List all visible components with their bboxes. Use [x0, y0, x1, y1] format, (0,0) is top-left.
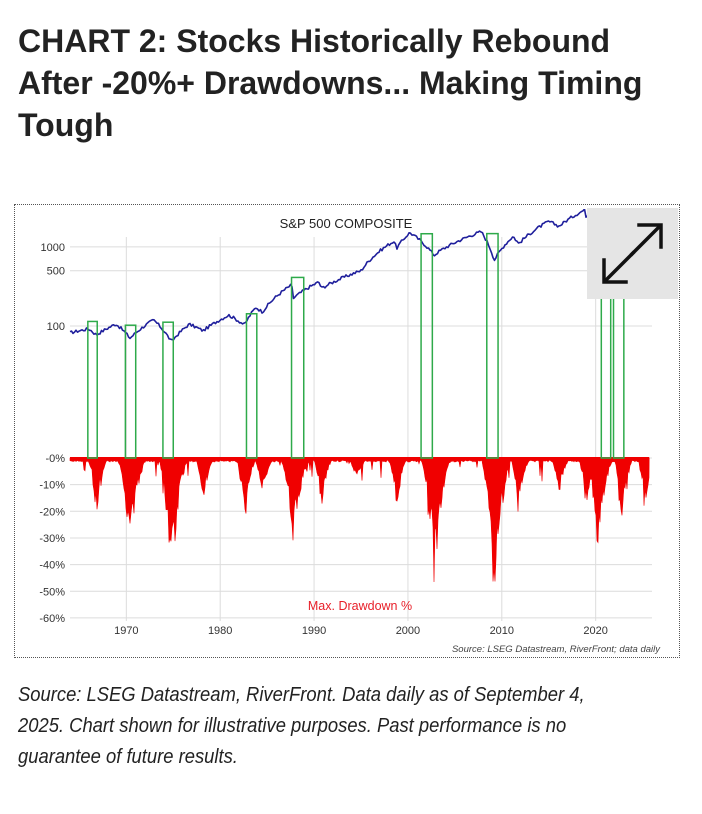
drawdown-tick-label: -20% [39, 506, 65, 518]
drawdown-highlight-box [124, 324, 137, 459]
sp500-chart: S&P 500 COMPOSITE 50001000500100-0%-10%-… [20, 209, 676, 655]
drawdown-highlight-box [612, 209, 625, 459]
y-tick-labels: 50001000500100-0%-10%-20%-30%-40%-50%-60… [39, 242, 65, 625]
x-tick-label: 2000 [396, 625, 420, 637]
drawdown-tick-label: -10% [39, 480, 65, 492]
x-tick-label: 2020 [583, 625, 607, 637]
price-tick-label: 1000 [41, 242, 65, 254]
expand-arrows-icon [602, 223, 663, 284]
x-tick-label: 1990 [302, 625, 326, 637]
drawdown-highlight-box [290, 276, 305, 459]
drawdown-tick-label: -60% [39, 613, 65, 625]
chart-title: S&P 500 COMPOSITE [280, 216, 413, 231]
max-drawdown-label: Max. Drawdown % [308, 599, 412, 613]
drawdown-highlight-box [162, 321, 175, 459]
drawdown-highlight-box [245, 313, 258, 459]
chart-headline: CHART 2: Stocks Historically Rebound Aft… [18, 23, 643, 143]
drawdown-tick-label: -40% [39, 560, 65, 572]
chart-frame [14, 204, 680, 658]
drawdown-fill [69, 457, 650, 583]
price-series-line [69, 209, 604, 341]
expand-chart-button[interactable] [587, 208, 678, 299]
chart-source-note: Source: LSEG Datastream, RiverFront; dat… [452, 644, 661, 655]
drawdown-tick-label: -30% [39, 533, 65, 545]
drawdown-tick-label: -0% [45, 453, 65, 465]
price-tick-label: 500 [47, 266, 65, 278]
x-tick-label: 1970 [114, 625, 138, 637]
drawdown-highlight-box [600, 209, 612, 459]
drawdown-highlight-box [420, 232, 434, 459]
x-tick-labels: 1970 1980 1990 2000 2010 2020 [114, 625, 608, 637]
price-tick-label: 100 [47, 321, 65, 333]
drawdown-tick-label: -50% [39, 586, 65, 598]
x-tick-label: 1980 [208, 625, 232, 637]
x-tick-label: 2010 [490, 625, 514, 637]
drawdown-highlight-box [486, 232, 499, 459]
price-line [69, 209, 604, 341]
drawdown-boxes [87, 209, 625, 459]
source-caption: Source: LSEG Datastream, RiverFront. Dat… [18, 684, 585, 768]
drawdown-highlight-box [87, 320, 98, 459]
